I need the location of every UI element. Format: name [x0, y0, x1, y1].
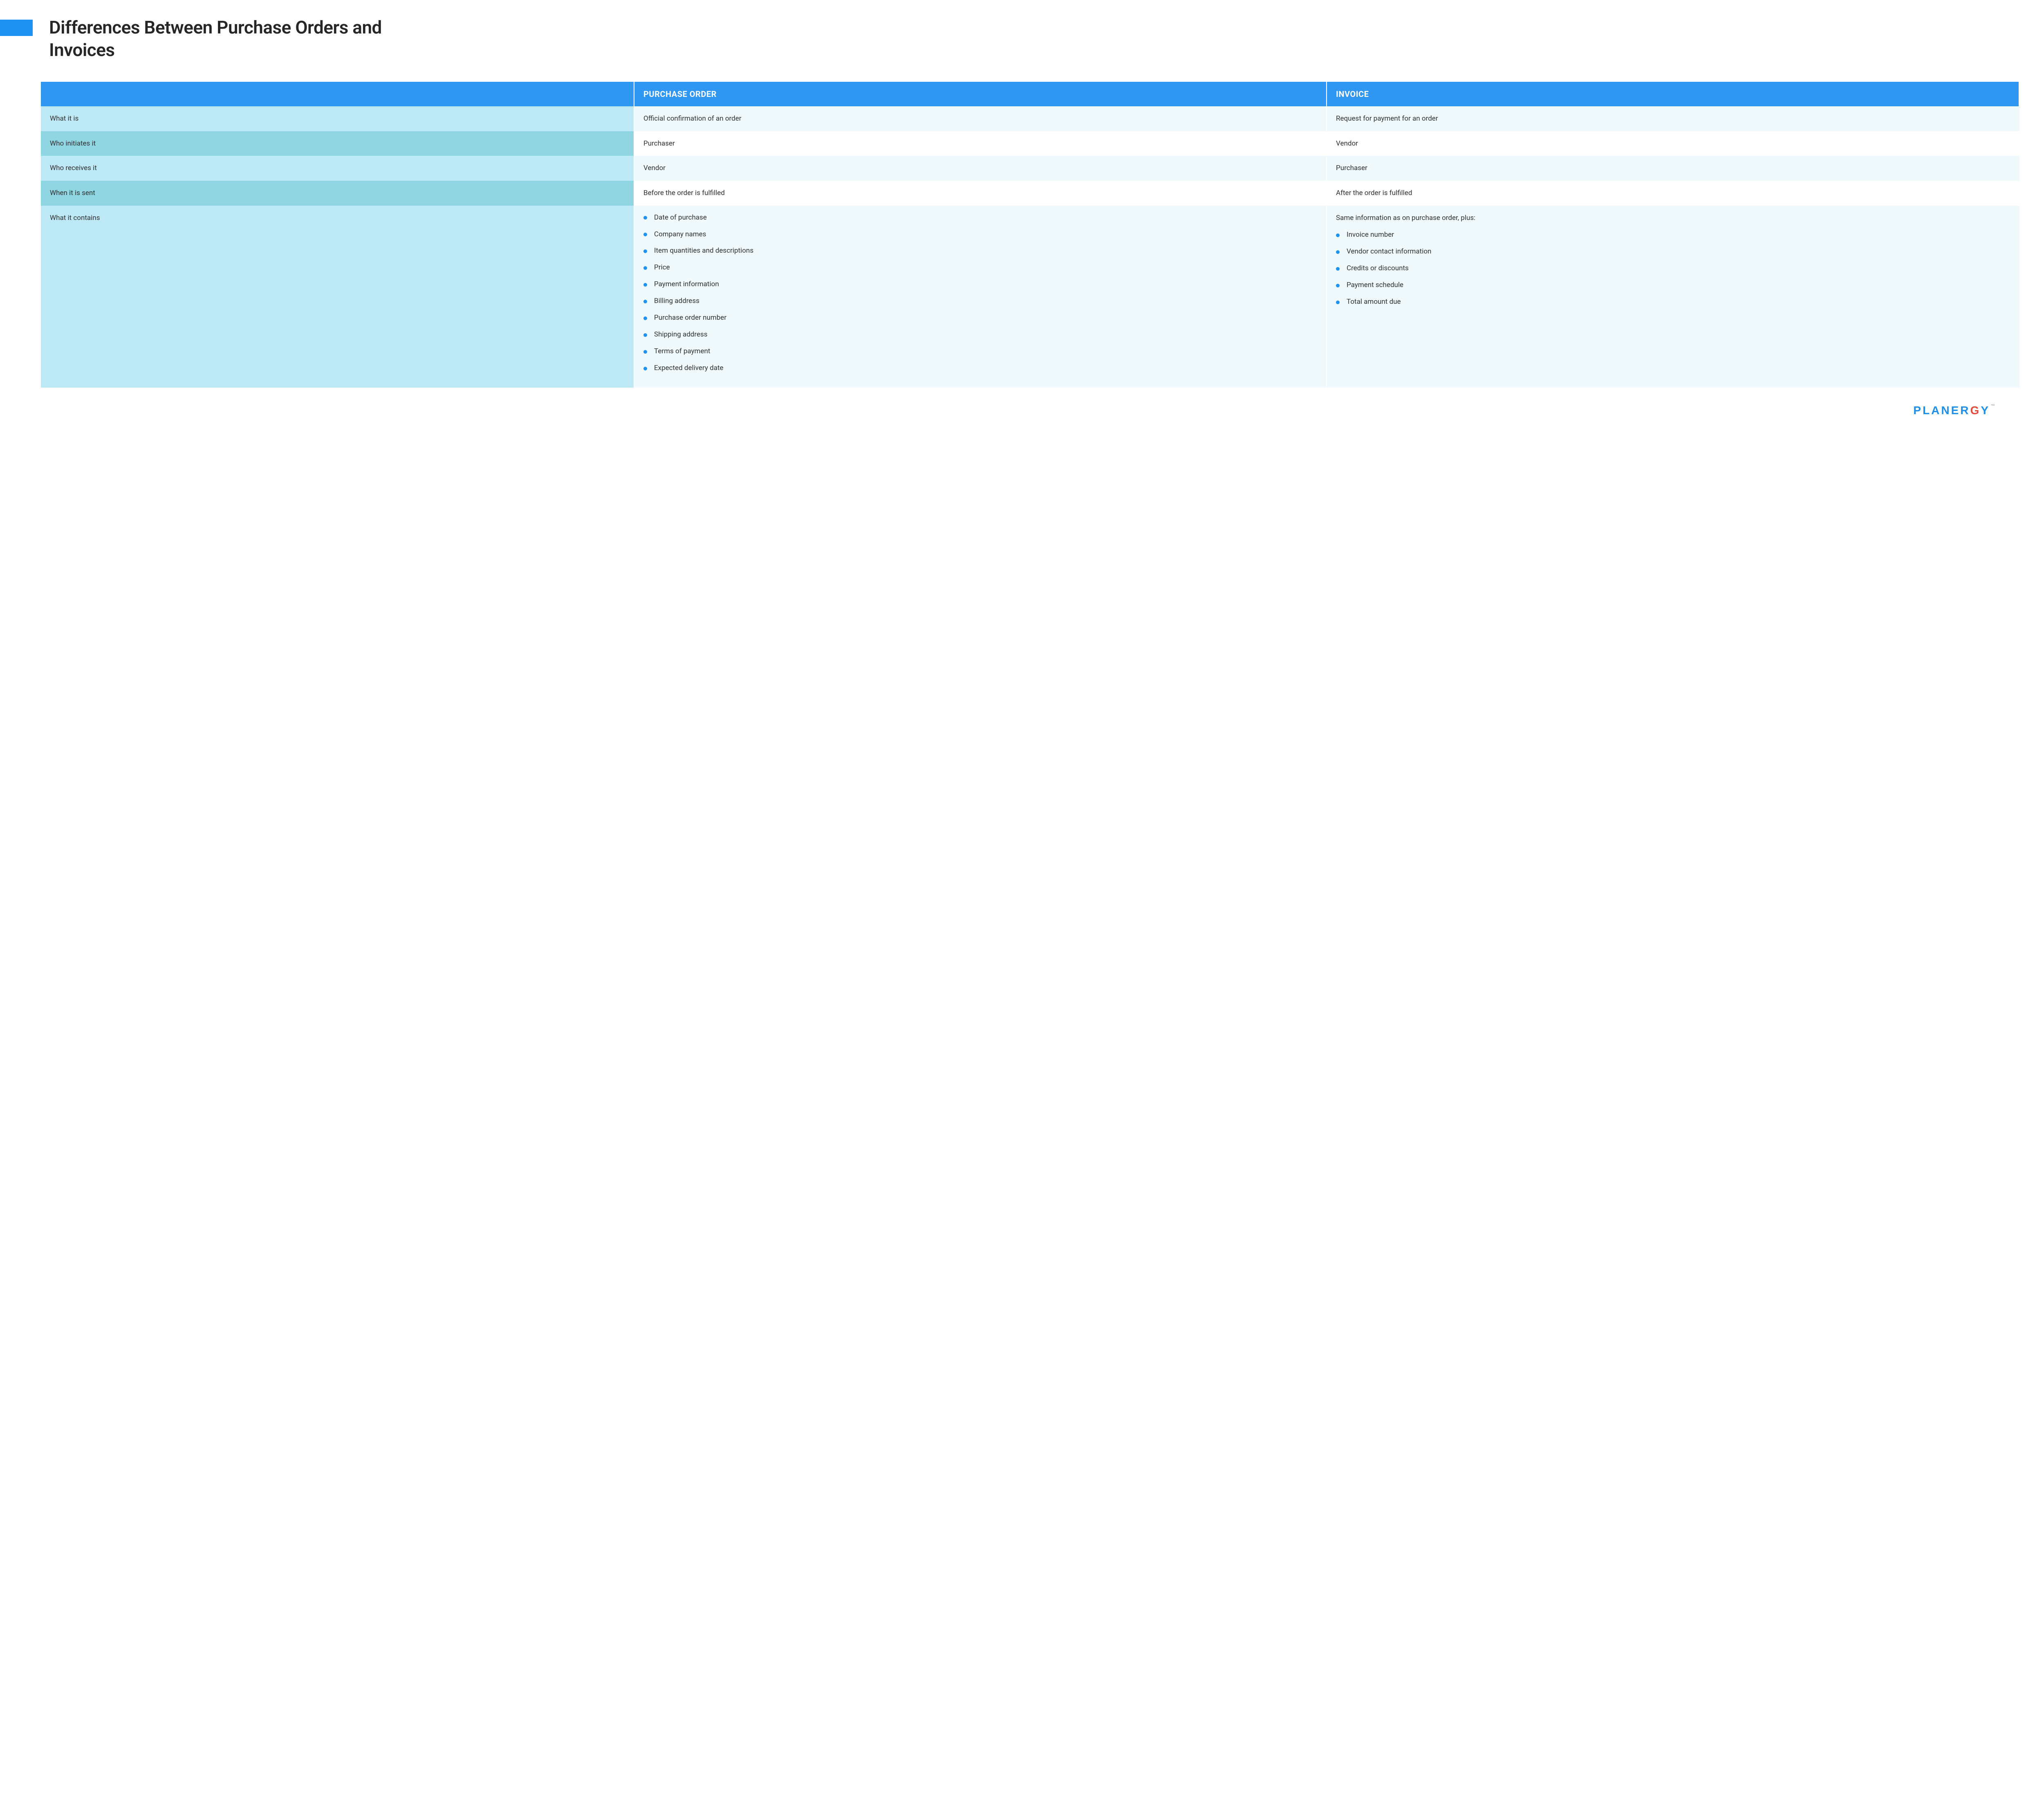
title-row: Differences Between Purchase Orders and …	[0, 16, 2019, 61]
cell-po: Before the order is fulfilled	[634, 181, 1327, 206]
row-label: Who receives it	[41, 156, 634, 181]
cell-invoice: Vendor	[1327, 131, 2019, 156]
brand-text-g: G	[1970, 404, 1981, 417]
row-label: When it is sent	[41, 181, 634, 206]
cell-po-contains: Date of purchase Company names Item quanti…	[634, 206, 1327, 388]
row-label: Who initiates it	[41, 131, 634, 156]
invoice-contains-list: Invoice number Vendor contact information…	[1336, 230, 2010, 307]
list-item: Expected delivery date	[643, 363, 1317, 373]
list-item: Credits or discounts	[1336, 264, 2010, 273]
header-purchase-order: PURCHASE ORDER	[634, 82, 1327, 106]
brand-text-post: Y	[1981, 404, 1990, 417]
list-item: Purchase order number	[643, 313, 1317, 323]
list-item: Payment information	[643, 280, 1317, 289]
list-item: Invoice number	[1336, 230, 2010, 240]
list-item: Price	[643, 263, 1317, 272]
brand-logo: PLANERGY™	[0, 404, 1995, 417]
accent-bar	[0, 20, 33, 36]
list-item: Company names	[643, 230, 1317, 239]
list-item: Billing address	[643, 296, 1317, 306]
row-label-contains: What it contains	[41, 206, 634, 388]
header-invoice: INVOICE	[1327, 82, 2019, 106]
cell-po: Vendor	[634, 156, 1327, 181]
cell-po: Official confirmation of an order	[634, 106, 1327, 131]
list-item: Terms of payment	[643, 347, 1317, 356]
list-item: Total amount due	[1336, 297, 2010, 307]
cell-po: Purchaser	[634, 131, 1327, 156]
brand-tm: ™	[1991, 404, 1995, 408]
cell-invoice: Request for payment for an order	[1327, 106, 2019, 131]
po-contains-list: Date of purchase Company names Item quanti…	[643, 213, 1317, 373]
list-item: Item quantities and descriptions	[643, 246, 1317, 256]
invoice-contains-intro: Same information as on purchase order, p…	[1336, 213, 2010, 223]
brand-text-pre: PLANER	[1913, 404, 1970, 417]
page-title: Differences Between Purchase Orders and …	[49, 16, 417, 61]
cell-invoice: Purchaser	[1327, 156, 2019, 181]
cell-invoice-contains: Same information as on purchase order, p…	[1327, 206, 2019, 388]
list-item: Vendor contact information	[1336, 247, 2010, 256]
list-item: Date of purchase	[643, 213, 1317, 222]
header-empty	[41, 82, 634, 106]
comparison-table: PURCHASE ORDER INVOICE What it isOfficia…	[41, 82, 2019, 388]
list-item: Shipping address	[643, 330, 1317, 339]
cell-invoice: After the order is fulfilled	[1327, 181, 2019, 206]
row-label: What it is	[41, 106, 634, 131]
list-item: Payment schedule	[1336, 280, 2010, 290]
